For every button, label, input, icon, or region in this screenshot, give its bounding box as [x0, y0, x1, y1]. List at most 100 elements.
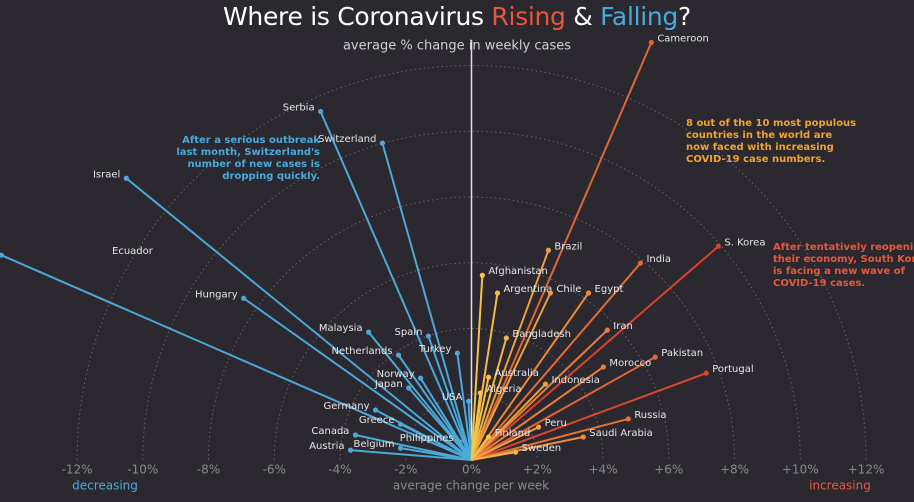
country-dot [652, 354, 658, 360]
country-label: Hungary [195, 289, 238, 300]
country-label: Norway [377, 369, 415, 380]
country-label: Afghanistan [488, 266, 548, 277]
title-falling: Falling [600, 2, 678, 31]
country-line [470, 376, 490, 461]
country-label: Australia [495, 368, 539, 379]
annotation-line: COVID-19 case numbers. [686, 154, 825, 165]
country-dot [425, 333, 432, 339]
country-line [470, 42, 653, 461]
country-dot [485, 434, 492, 440]
annotation-line: is facing a new wave of [773, 266, 906, 277]
country-line [400, 423, 472, 461]
country-label: Egypt [595, 284, 624, 295]
country-dot [477, 390, 483, 396]
country-dot [494, 290, 501, 296]
country-dot [465, 398, 472, 404]
country-line [470, 292, 552, 461]
country-label: Brazil [554, 241, 582, 252]
title-and: & [573, 2, 593, 31]
country-label: Peru [545, 418, 567, 429]
country-label: Ecuador [112, 246, 154, 257]
country-line [400, 447, 472, 461]
title-end: ? [678, 2, 691, 31]
country-dot [457, 439, 463, 445]
country-label: Indonesia [551, 375, 599, 386]
country-label: S. Korea [724, 237, 765, 248]
country-label: Bangladesh [512, 329, 571, 340]
x-tick-label: -8% [197, 463, 220, 477]
country-dot [715, 243, 721, 249]
x-tick-label: -10% [127, 463, 158, 477]
country-dot [406, 385, 412, 391]
country-label: India [646, 254, 671, 265]
country-dot [352, 432, 359, 438]
country-line [470, 329, 608, 461]
country-dot [535, 424, 542, 430]
country-line [470, 436, 490, 461]
annotation-line: last month, Switzerland's [176, 147, 320, 158]
country-line [367, 331, 473, 461]
country-dot [395, 352, 402, 358]
country-label: Algeria [486, 384, 521, 395]
country-label: Iran [613, 321, 633, 332]
annotation-line: now faced with increasing [686, 142, 834, 153]
country-dot [372, 407, 379, 413]
country-dot [347, 447, 354, 453]
annotation-line: countries in the world are [686, 130, 832, 141]
country-line [381, 142, 473, 461]
country-line [470, 275, 484, 461]
x-tick-label: -4% [328, 463, 351, 477]
country-line [470, 392, 482, 461]
country-dot [503, 335, 509, 341]
country-label: Canada [311, 426, 349, 437]
country-label: Switzerland [318, 134, 376, 145]
country-label: Germany [324, 401, 370, 412]
country-dot [479, 272, 485, 278]
annotation-line: 8 out of the 10 most populous [686, 118, 856, 129]
country-label: Malaysia [319, 323, 363, 334]
grid-arc [142, 130, 801, 461]
country-line [471, 417, 629, 461]
country-dot [604, 327, 610, 333]
country-label: Philippines [400, 433, 454, 444]
x-tick-label: +4% [588, 463, 617, 477]
x-tick-label: -2% [394, 463, 417, 477]
country-dot [397, 445, 404, 451]
country-line [456, 353, 473, 461]
x-tick-label: +2% [523, 463, 552, 477]
x-tick-label: +6% [654, 463, 683, 477]
decreasing-label: decreasing [72, 479, 138, 493]
country-dot [637, 260, 644, 266]
title-start: Where is Coronavirus [223, 2, 484, 31]
country-dot [547, 290, 554, 296]
country-line [470, 262, 642, 461]
increasing-label: increasing [809, 479, 871, 493]
annotation-line: number of new cases is [187, 159, 320, 170]
country-line [471, 426, 540, 461]
country-dot [625, 416, 631, 422]
country-label: Sweden [522, 443, 562, 454]
country-label: Russia [634, 410, 666, 421]
x-tick-label: +12% [848, 463, 885, 477]
country-line [471, 356, 656, 461]
annotation-line: their economy, South Korea [773, 254, 914, 265]
country-dot [417, 375, 424, 381]
country-line [125, 177, 473, 461]
country-line [470, 366, 604, 461]
country-label: Netherlands [332, 346, 393, 357]
country-label: Pakistan [661, 348, 703, 359]
country-label: Turkey [418, 344, 452, 355]
annotation: After a serious outbreak last month, Swit… [176, 135, 320, 182]
x-tick-label: 0% [462, 463, 481, 477]
annotation: 8 out of the 10 most populous countries i… [686, 118, 856, 165]
country-dot [545, 247, 552, 253]
x-tick-label: +10% [782, 463, 819, 477]
country-label: Greece [359, 415, 395, 426]
country-line [471, 451, 516, 461]
country-dot [485, 374, 492, 380]
country-label: Portugal [712, 364, 753, 375]
country-label: Serbia [283, 103, 315, 114]
country-line [470, 292, 590, 461]
